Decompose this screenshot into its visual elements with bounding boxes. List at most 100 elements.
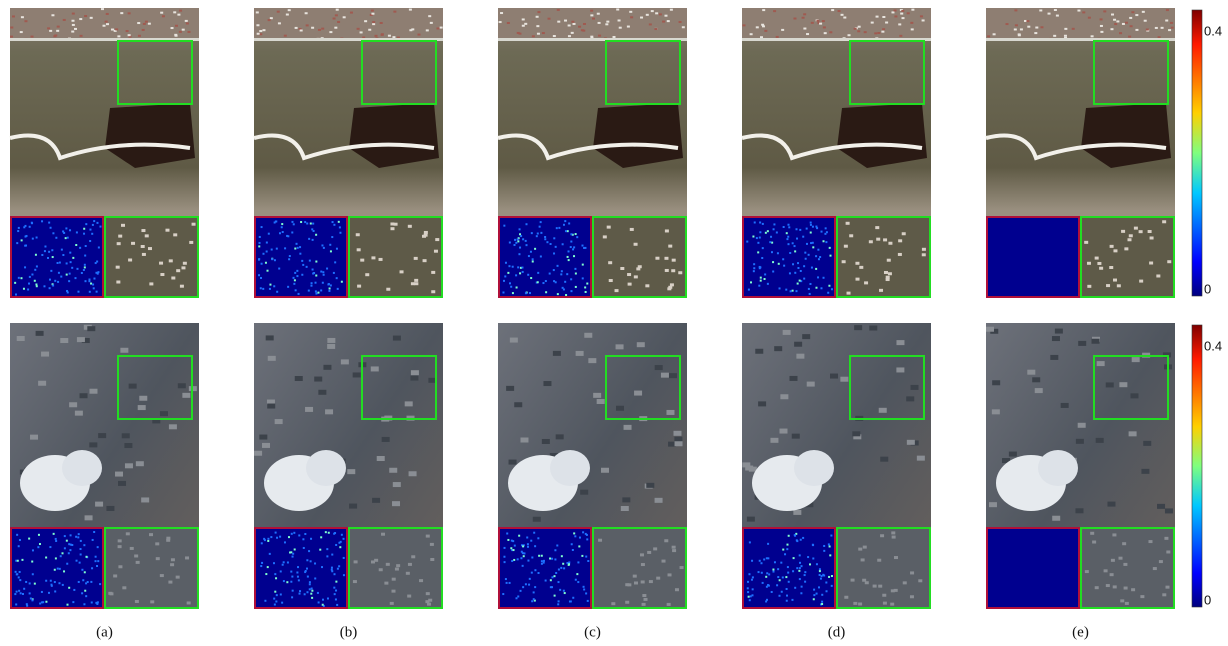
roof xyxy=(295,27,298,29)
building xyxy=(1132,357,1140,362)
error-speck xyxy=(564,281,566,283)
building xyxy=(1119,382,1127,387)
roof xyxy=(900,13,903,15)
error-speck xyxy=(59,262,61,264)
error-speck xyxy=(789,252,791,254)
inset-detail xyxy=(1167,260,1171,263)
error-speck xyxy=(75,536,77,538)
roof xyxy=(802,17,805,19)
error-speck xyxy=(533,598,535,600)
roof xyxy=(773,10,776,12)
error-speck xyxy=(66,274,68,276)
error-speck xyxy=(771,251,773,253)
error-speck xyxy=(816,593,818,595)
error-speck xyxy=(519,272,521,274)
error-speck xyxy=(816,563,818,565)
error-speck xyxy=(829,255,831,257)
building xyxy=(275,419,283,424)
error-speck xyxy=(751,579,753,581)
inset-detail xyxy=(884,271,888,274)
error-speck xyxy=(296,270,298,272)
error-speck xyxy=(810,242,812,244)
error-speck xyxy=(568,561,570,563)
error-speck xyxy=(297,576,299,578)
inset-detail xyxy=(426,592,430,595)
error-speck xyxy=(291,533,293,535)
roof xyxy=(882,28,885,30)
error-speck xyxy=(269,553,271,555)
roof xyxy=(517,32,520,34)
inset-detail xyxy=(424,234,428,237)
error-speck xyxy=(290,581,292,583)
error-speck xyxy=(30,597,32,599)
inset-detail xyxy=(611,602,615,605)
error-speck xyxy=(24,266,26,268)
roof xyxy=(578,26,581,28)
error-speck xyxy=(264,539,266,541)
error-speck xyxy=(507,539,509,541)
roof xyxy=(79,18,82,20)
roof xyxy=(536,25,539,27)
inset-detail xyxy=(847,292,851,295)
error-speck xyxy=(301,274,303,276)
error-speck xyxy=(577,561,579,563)
error-speck xyxy=(52,232,54,234)
error-speck xyxy=(576,573,578,575)
bright-area xyxy=(550,450,590,486)
roof xyxy=(499,21,502,23)
roof xyxy=(857,30,860,32)
error-speck xyxy=(510,286,512,288)
error-speck xyxy=(34,280,36,282)
error-speck xyxy=(765,232,767,234)
error-speck xyxy=(545,580,547,582)
error-speck xyxy=(788,226,790,228)
error-speck xyxy=(513,559,515,561)
error-speck xyxy=(329,287,331,289)
roof xyxy=(524,23,527,25)
error-speck xyxy=(55,557,57,559)
error-speck xyxy=(334,593,336,595)
error-speck xyxy=(315,261,317,263)
error-speck xyxy=(336,604,338,606)
error-speck xyxy=(328,290,330,292)
error-speck xyxy=(332,221,334,223)
error-speck xyxy=(67,604,69,606)
roof xyxy=(305,12,308,14)
error-speck xyxy=(772,261,774,263)
error-speck xyxy=(521,267,523,269)
roof xyxy=(1128,36,1131,38)
roof xyxy=(590,10,593,12)
building xyxy=(382,437,390,442)
error-speck xyxy=(31,222,33,224)
error-speck xyxy=(779,579,781,581)
error-speck xyxy=(338,221,340,223)
inset-detail xyxy=(1148,540,1152,543)
roof xyxy=(57,26,60,28)
error-speck xyxy=(554,558,556,560)
error-speck xyxy=(544,236,546,238)
roof xyxy=(380,22,383,24)
error-speck xyxy=(537,537,539,539)
building xyxy=(1075,508,1083,513)
error-speck xyxy=(34,269,36,271)
error-speck xyxy=(14,593,16,595)
error-speck xyxy=(812,246,814,248)
error-speck xyxy=(767,283,769,285)
roof xyxy=(111,29,114,31)
error-speck xyxy=(81,592,83,594)
caption: (d) xyxy=(828,624,846,640)
error-speck xyxy=(319,549,321,551)
roof xyxy=(371,10,374,12)
building xyxy=(896,367,904,372)
error-speck xyxy=(280,593,282,595)
roof xyxy=(101,8,104,10)
error-speck xyxy=(753,263,755,265)
error-speck xyxy=(534,545,536,547)
roof xyxy=(1014,28,1017,30)
error-speck xyxy=(786,548,788,550)
error-speck xyxy=(748,596,750,598)
roof xyxy=(72,24,75,26)
error-speck xyxy=(830,535,832,537)
error-speck xyxy=(343,557,345,559)
roof xyxy=(1077,10,1080,12)
